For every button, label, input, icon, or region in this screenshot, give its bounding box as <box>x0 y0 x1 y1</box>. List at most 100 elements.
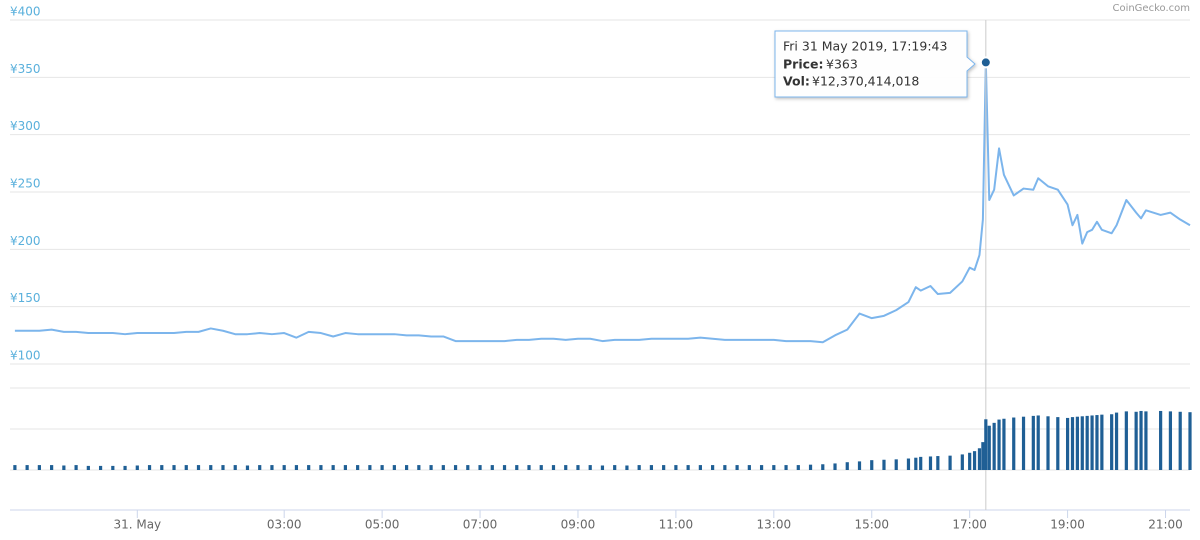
volume-bar <box>527 465 531 470</box>
volume-bar <box>62 465 66 470</box>
volume-bar <box>1144 411 1148 470</box>
volume-bar <box>184 465 188 470</box>
volume-bar <box>147 465 152 470</box>
volume-bar <box>490 465 494 470</box>
volume-bar <box>429 465 433 470</box>
volume-bar <box>686 465 690 470</box>
hover-point <box>979 56 992 69</box>
volume-bar <box>258 465 262 470</box>
volume-bar <box>1075 416 1079 470</box>
volume-bar <box>1036 415 1040 470</box>
volume-bar <box>796 465 800 470</box>
volume-bar <box>1178 411 1182 470</box>
volume-bar <box>1134 411 1138 470</box>
volume-bar <box>972 451 977 470</box>
y-tick-label: ¥350 <box>10 62 41 76</box>
x-tick-label: 07:00 <box>463 518 498 532</box>
volume-bar <box>515 465 519 470</box>
volume-bar <box>808 464 813 470</box>
x-tick-label: 11:00 <box>659 518 694 532</box>
volume-bar <box>282 465 286 470</box>
volume-bar <box>735 465 739 470</box>
volume-bar <box>919 456 923 470</box>
volume-bar <box>1124 411 1128 470</box>
y-tick-label: ¥400 <box>10 5 41 19</box>
volume-bar <box>1080 416 1084 470</box>
volume-bar <box>936 456 940 470</box>
x-tick-label: 19:00 <box>1050 518 1085 532</box>
volume-bar <box>13 465 17 470</box>
volume-bar <box>1031 415 1035 470</box>
volume-bar <box>1002 418 1006 470</box>
volume-bar <box>723 465 727 470</box>
volume-bar <box>960 454 964 470</box>
volume-bar <box>928 456 933 470</box>
volume-bar <box>1095 415 1099 470</box>
volume-bar <box>984 419 988 470</box>
volume-bar <box>135 465 139 470</box>
volume-bar <box>307 465 311 470</box>
volume-bar <box>111 465 115 470</box>
volume-bar <box>698 465 702 470</box>
y-tick-label: ¥250 <box>10 177 41 191</box>
tooltip: Fri 31 May 2019, 17:19:43 Price: ¥363 Vo… <box>774 30 976 98</box>
volume-bar <box>98 465 103 470</box>
volume-bar <box>821 464 825 470</box>
price-line <box>14 61 1191 344</box>
y-tick-label: ¥200 <box>10 234 41 248</box>
volume-bar <box>968 452 972 470</box>
x-tick-label: 05:00 <box>365 518 400 532</box>
watermark: CoinGecko.com <box>1112 3 1190 14</box>
volume-bar <box>833 463 837 470</box>
volume-bar <box>123 465 127 470</box>
volume-bar <box>221 465 225 470</box>
volume-bar <box>870 460 874 470</box>
volume-bar <box>747 465 751 470</box>
volume-bar <box>245 465 250 470</box>
volume-bar <box>160 465 164 470</box>
volume-bar <box>625 465 629 470</box>
volume-bar <box>86 465 90 470</box>
volume-bar <box>1110 414 1114 470</box>
volume-bar <box>172 465 176 470</box>
volume-bar <box>1114 412 1119 470</box>
volume-bar <box>441 465 445 470</box>
volume-bar <box>37 465 41 470</box>
y-tick-label: ¥150 <box>10 291 41 305</box>
volume-bar <box>1168 411 1173 470</box>
volume-bar <box>331 465 335 470</box>
tooltip-vol: ¥12,370,414,018 <box>812 74 919 89</box>
volume-bar <box>1188 412 1192 470</box>
volume-bar <box>551 465 556 470</box>
x-tick-label: 17:00 <box>952 518 987 532</box>
volume-bar <box>404 465 409 470</box>
y-tick-label: ¥300 <box>10 119 41 133</box>
volume-bar <box>270 465 274 470</box>
x-tick-label: 31. May <box>113 518 161 532</box>
volume-bar <box>948 455 952 470</box>
volume-bar <box>772 465 776 470</box>
tooltip-price: ¥363 <box>826 57 858 72</box>
volume-bar <box>294 465 299 470</box>
tooltip-vol-label: Vol: <box>783 74 810 89</box>
volume-bar <box>914 457 918 470</box>
x-tick-label: 13:00 <box>757 518 792 532</box>
volume-bar <box>987 425 991 470</box>
volume-bar <box>50 465 54 470</box>
volume-bar <box>981 442 985 470</box>
volume-bar <box>209 465 213 470</box>
volume-bar <box>662 465 666 470</box>
volume-bar <box>368 465 372 470</box>
volume-bar <box>25 465 29 470</box>
volume-bar <box>857 461 862 470</box>
volume-bar <box>1012 417 1016 470</box>
volume-bar <box>1159 410 1163 470</box>
volume-bar <box>417 465 421 470</box>
volume-bar <box>576 465 580 470</box>
volume-bar <box>1046 416 1050 470</box>
volume-bar <box>196 465 201 470</box>
volume-bar <box>74 465 78 470</box>
volume-bar <box>894 459 898 470</box>
x-tick-label: 09:00 <box>561 518 596 532</box>
